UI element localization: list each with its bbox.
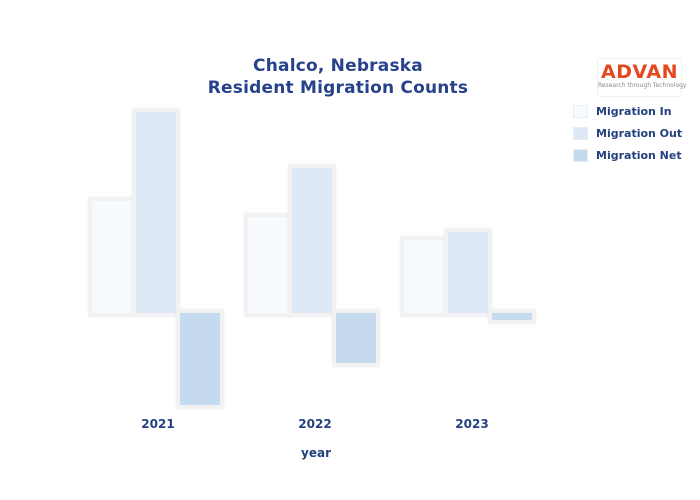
bar-migration-in-2021 bbox=[88, 197, 136, 317]
x-tick-2022: 2022 bbox=[298, 417, 332, 431]
x-tick-2023: 2023 bbox=[455, 417, 489, 431]
legend-label-migration-out: Migration Out bbox=[596, 126, 683, 140]
bar-migration-net-2023 bbox=[488, 309, 536, 324]
legend-swatch-box bbox=[568, 100, 592, 122]
bar-migration-in-2023 bbox=[400, 236, 448, 317]
migration-in-swatch-icon bbox=[572, 104, 588, 118]
legend-item-migration-net: Migration Net bbox=[568, 144, 682, 166]
x-tick-2021: 2021 bbox=[141, 417, 175, 431]
migration-net-swatch-icon bbox=[572, 148, 588, 162]
advan-logo: ADVAN Research through Technology bbox=[597, 58, 687, 97]
bar-migration-net-2021 bbox=[176, 309, 224, 409]
x-axis-title: year bbox=[301, 446, 331, 460]
bar-migration-in-2022 bbox=[244, 213, 292, 317]
migration-out-swatch-icon bbox=[572, 126, 588, 140]
legend-item-migration-out: Migration Out bbox=[568, 122, 682, 144]
legend-swatch-box bbox=[568, 122, 592, 144]
chart-title-line1: Chalco, Nebraska bbox=[253, 56, 423, 76]
legend-item-migration-in: Migration In bbox=[568, 100, 682, 122]
chart-legend: Migration In Migration Out Migration Net bbox=[568, 100, 682, 166]
bar-migration-out-2021 bbox=[132, 108, 180, 317]
chart-title: Chalco, Nebraska Resident Migration Coun… bbox=[0, 55, 676, 99]
chart-title-line2: Resident Migration Counts bbox=[207, 78, 469, 98]
bar-migration-out-2023 bbox=[444, 228, 492, 317]
legend-label-migration-net: Migration Net bbox=[596, 148, 682, 162]
legend-label-migration-in: Migration In bbox=[596, 104, 672, 118]
bar-migration-net-2022 bbox=[332, 309, 380, 367]
legend-swatch-box bbox=[568, 144, 592, 166]
bar-migration-out-2022 bbox=[288, 164, 336, 317]
advan-logo-tagline: Research through Technology bbox=[598, 82, 687, 89]
advan-logo-wordmark: ADVAN bbox=[601, 61, 678, 83]
